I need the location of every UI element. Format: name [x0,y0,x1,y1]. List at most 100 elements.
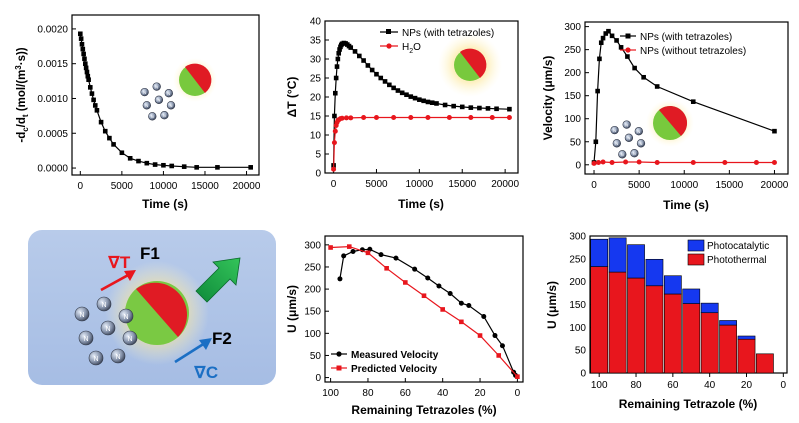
velocity-y-axis-label: Velocity (μm/s) [541,56,555,141]
x-tick-label: 20000 [491,179,519,190]
tetrazole-molecule-icon [122,330,138,346]
y-tick-label: 5 [315,150,321,161]
data-point [429,100,435,105]
x-tick-label: 20 [474,388,486,399]
data-point [436,283,442,289]
data-point [339,115,345,121]
data-point [94,108,100,113]
data-point [334,64,340,69]
y-tick-label: 0.0010 [37,94,68,105]
data-point [85,73,91,79]
y-tick-label: 300 [564,22,581,33]
legend-label-without: NPs (without tetrazoles) [640,46,746,57]
data-point [337,276,343,282]
data-point [771,159,777,165]
data-point [84,69,90,75]
data-point [434,101,439,106]
data-point [492,333,498,339]
data-point [395,88,401,93]
x-tick-label: 100 [322,388,339,399]
x-tick-label: 10000 [405,179,433,190]
bar-photothermal [663,293,682,374]
data-point [81,51,86,57]
molecule-letter: N [163,113,166,118]
bar-photocatalytic [737,335,756,340]
data-point [421,293,427,299]
data-point [136,158,141,164]
data-point [477,333,483,338]
molecule-letter: N [625,122,628,127]
janus-particle-red-half [659,105,688,136]
x-tick-label: 5000 [365,179,388,190]
data-point [373,115,379,121]
janus-particle-red-half [185,63,212,93]
data-point [352,49,358,54]
data-point [440,307,445,312]
tetrazole-molecule-icon [148,112,157,121]
legend-marker-with [625,33,631,39]
gradient-t-label: ∇T [108,253,131,272]
data-point [603,31,609,36]
force-2-arrow-head [199,338,212,350]
bar-photothermal [756,353,774,374]
bar-photothermal [608,271,627,374]
y-tick-label: 100 [564,114,581,125]
legend-label-photothermal: Photothermal [707,255,766,266]
data-point [442,102,448,108]
data-point [425,115,431,121]
data-point [489,115,495,121]
bar-photothermal [645,285,664,374]
velocity-inset-particle [646,99,694,147]
u-y-axis-label: U (μm/s) [285,285,299,333]
y-tick-label: 10 [310,131,322,142]
data-point [107,135,112,141]
u-x-axis-label: Remaining Tetrazoles (%) [351,403,496,417]
temperature-x-ticks: 0 5000 10000 15000 20000 [331,169,519,190]
data-point [690,99,696,104]
velocity-legend: NPs (with tetrazoles) NPs (without tetra… [620,32,746,57]
data-point [365,250,371,256]
x-tick-label: 0 [591,180,597,191]
force-1-arrow-shaft [100,272,131,292]
propulsion-schematic: N N N N N N N N ∇T F1 ∇C F2 [28,230,276,385]
x-tick-label: 0 [515,388,521,399]
data-point [350,248,356,254]
y-tick-label: 0 [315,373,321,384]
data-point [361,58,366,63]
y-tick-label: 30 [310,55,322,66]
molecule-letter: N [640,141,643,146]
schematic-molecules: N N N N N N N N [74,296,138,366]
data-point [458,300,464,306]
legend-label-measured: Measured Velocity [351,350,439,361]
tetrazole-molecule-icon [78,330,94,346]
tetrazole-molecule-icon [634,127,643,136]
data-point [336,51,342,56]
x-tick-label: 20000 [233,181,261,192]
y-tick-label: 0 [575,160,581,171]
legend-label-photocatalytic: Photocatalytic [707,241,769,252]
y-tick-label: 150 [304,307,321,318]
data-point [606,28,611,34]
data-point [332,128,338,134]
molecule-letter: N [157,97,160,102]
bar-photocatalytic [608,237,627,273]
y-tick-label: 150 [569,300,586,311]
temperature-marks [331,40,512,172]
molecule-letter: N [143,90,146,95]
y-tick-label: 0 [580,369,586,380]
legend-label-predicted: Predicted Velocity [351,364,438,375]
data-point [625,54,630,59]
data-point [654,159,660,165]
data-point [600,159,606,165]
molecule-letter: N [613,128,616,133]
temperature-legend: NPs (with tetrazoles) H2O [380,28,494,55]
tetrazole-molecule-icon [612,139,621,148]
data-point [248,165,253,170]
data-point [722,159,728,165]
data-point [378,252,384,258]
data-point [369,67,375,73]
y-tick-label: 50 [310,351,322,362]
data-point [111,142,116,147]
x-tick-label: 0 [781,380,787,391]
bar-photothermal [590,266,609,374]
